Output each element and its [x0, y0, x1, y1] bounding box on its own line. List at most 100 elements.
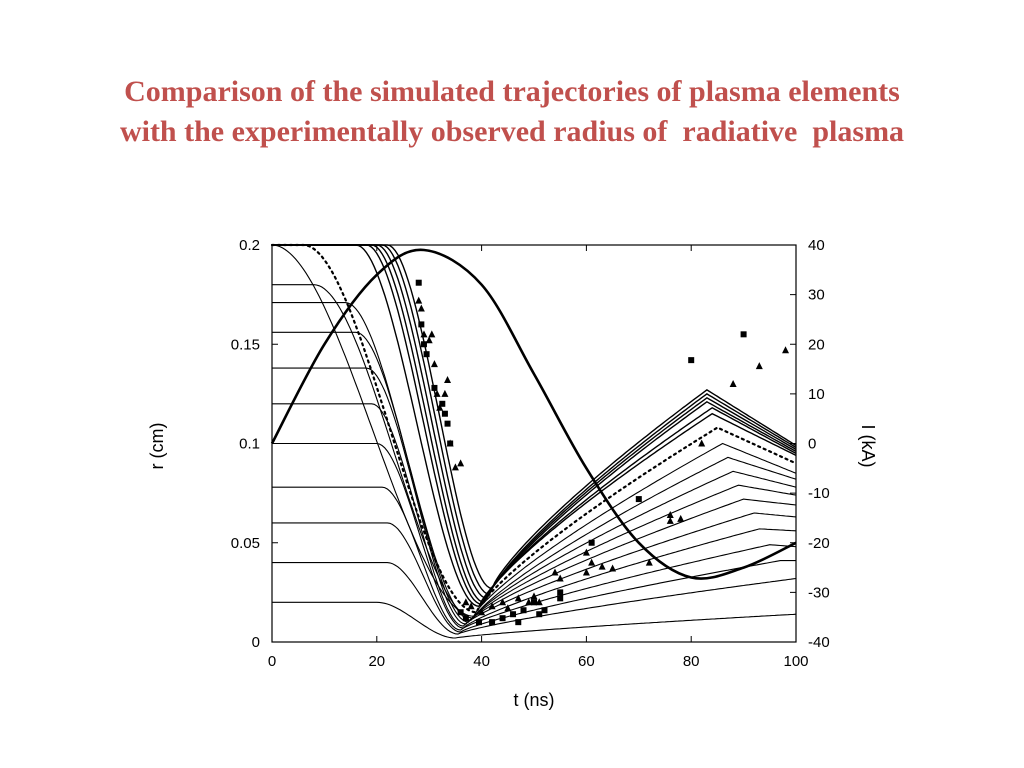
y2-tick-label: 20	[808, 336, 825, 353]
inner-trajectory-6	[272, 403, 797, 627]
y-tick-label: 0.2	[239, 237, 260, 254]
inner-trajectory-11	[272, 601, 797, 639]
x-tick-label: 40	[473, 653, 490, 670]
y-axis-label: r (cm)	[147, 423, 167, 470]
y-tick-label: 0.1	[239, 436, 260, 453]
x-tick-label: 60	[578, 653, 595, 670]
triangle-marker	[425, 336, 433, 344]
inner-trajectory-2	[272, 284, 797, 619]
y2-tick-label: 30	[808, 287, 825, 304]
square-marker	[740, 331, 747, 338]
y2-tick-label: 10	[808, 386, 825, 403]
triangle-marker	[588, 558, 596, 566]
outer-trajectory-5	[272, 244, 797, 606]
triangle-marker	[525, 598, 533, 606]
square-marker	[439, 400, 446, 407]
triangle-marker	[535, 598, 543, 606]
square-marker	[418, 321, 425, 328]
axes-layer: 0 20 40 60 80 100 0 0.05 0.1 0.15 0.2 -40 -30 -20 -10 0…	[231, 237, 830, 670]
triangle-marker	[415, 296, 423, 304]
square-marker	[515, 619, 522, 626]
triangle-marker	[609, 564, 617, 572]
triangle-marker	[645, 558, 653, 566]
square-marker	[531, 599, 537, 606]
square-marker	[499, 615, 506, 622]
square-marker	[489, 619, 496, 626]
triangle-marker	[582, 548, 590, 556]
triangle-marker	[551, 568, 559, 576]
square-marker	[431, 384, 438, 391]
x-axis-label: t (ns)	[513, 690, 554, 710]
triangle-marker	[441, 389, 449, 397]
square-marker	[444, 420, 451, 427]
square-marker	[457, 609, 464, 616]
title-line-1: Comparison of the simulated trajectories…	[124, 75, 900, 108]
triangle-marker	[436, 403, 444, 411]
x-tick-label: 20	[368, 653, 385, 670]
y2-tick-label: 40	[808, 237, 825, 254]
triangle-marker	[582, 568, 590, 576]
square-marker	[688, 357, 695, 364]
outer-trajectory-6	[272, 244, 797, 608]
triangle-marker	[433, 389, 441, 397]
triangle-marker	[499, 598, 507, 606]
triangle-marker	[698, 439, 706, 447]
triangle-marker	[729, 379, 737, 387]
triangle-marker	[444, 375, 452, 383]
y2-axis-label: I (kA)	[858, 425, 878, 468]
square-marker	[536, 611, 543, 618]
y2-tick-label: -10	[808, 485, 830, 502]
square-marker	[462, 615, 469, 622]
square-marker	[510, 611, 517, 618]
triangle-marker	[417, 304, 425, 312]
y-tick-label: 0.15	[231, 336, 260, 353]
inner-trajectory-5	[272, 367, 797, 625]
square-marker	[635, 496, 642, 503]
square-marker	[415, 279, 422, 286]
triangle-marker	[598, 562, 606, 570]
square-marker	[475, 619, 482, 626]
x-tick-label: 0	[268, 653, 276, 670]
square-marker	[557, 595, 564, 602]
triangle-marker	[504, 604, 512, 612]
inner-trajectory-4	[272, 331, 797, 623]
triangle-marker	[488, 602, 496, 610]
y2-tick-label: 0	[808, 436, 816, 453]
triangle-marker	[755, 362, 763, 370]
triangle-marker	[446, 439, 454, 447]
triangle-marker	[478, 608, 486, 616]
triangle-marker	[530, 592, 538, 600]
y2-tick-label: -20	[808, 535, 830, 552]
triangle-marker	[556, 574, 564, 582]
triangle-marker	[782, 346, 790, 354]
triangle-marker	[467, 602, 475, 610]
curve-layer	[270, 243, 798, 639]
inner-trajectory-1	[271, 244, 797, 617]
title-line-2: with the experimentally observed radius …	[119, 115, 905, 148]
dotted-trajectory	[270, 243, 798, 614]
triangle-marker	[666, 510, 674, 518]
square-marker	[541, 607, 548, 614]
triangle-marker	[428, 330, 436, 338]
triangle-marker	[420, 330, 428, 338]
triangle-marker	[430, 360, 438, 368]
square-marker	[423, 351, 430, 358]
square-marker	[441, 410, 448, 417]
y-tick-label: 0	[252, 634, 260, 651]
square-marker	[557, 589, 564, 596]
square-marker	[588, 539, 595, 546]
inner-trajectory-10	[272, 562, 797, 635]
marker-layer	[415, 279, 790, 626]
current-curve	[270, 248, 797, 580]
x-tick-label: 80	[683, 653, 700, 670]
triangle-marker	[677, 514, 685, 522]
triangle-marker	[462, 598, 470, 606]
triangle-marker	[457, 459, 465, 467]
y2-tick-label: -30	[808, 584, 830, 601]
inner-trajectory-3	[272, 302, 797, 621]
triangle-marker	[451, 463, 459, 471]
slide-title: Comparison of the simulated trajectories…	[0, 72, 1024, 152]
y-tick-label: 0.05	[231, 535, 260, 552]
inner-trajectory-9	[272, 522, 796, 633]
